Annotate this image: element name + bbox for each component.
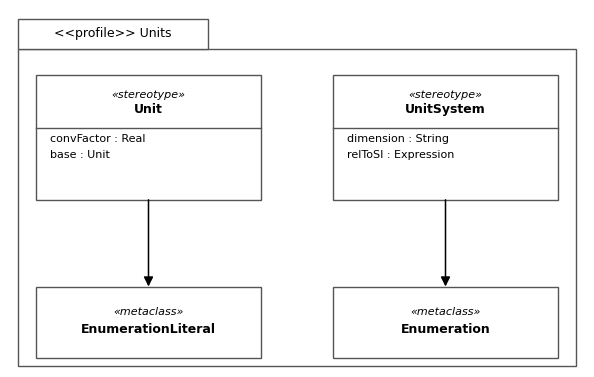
Bar — [18, 49, 576, 366]
Text: «stereotype»: «stereotype» — [112, 90, 185, 100]
Text: «stereotype»: «stereotype» — [409, 90, 482, 100]
Bar — [333, 75, 558, 200]
Text: Unit: Unit — [134, 103, 163, 116]
Bar — [333, 287, 558, 358]
Bar — [36, 287, 261, 358]
Bar — [36, 75, 261, 200]
Bar — [18, 19, 208, 49]
Text: <<profile>> Units: <<profile>> Units — [54, 28, 172, 40]
Text: EnumerationLiteral: EnumerationLiteral — [81, 323, 216, 336]
Text: convFactor : Real
base : Unit: convFactor : Real base : Unit — [50, 135, 146, 160]
Text: UnitSystem: UnitSystem — [405, 103, 486, 116]
Text: «metaclass»: «metaclass» — [113, 307, 184, 317]
Text: dimension : String
relToSI : Expression: dimension : String relToSI : Expression — [347, 135, 455, 160]
Text: Enumeration: Enumeration — [400, 323, 491, 336]
Text: «metaclass»: «metaclass» — [410, 307, 481, 317]
